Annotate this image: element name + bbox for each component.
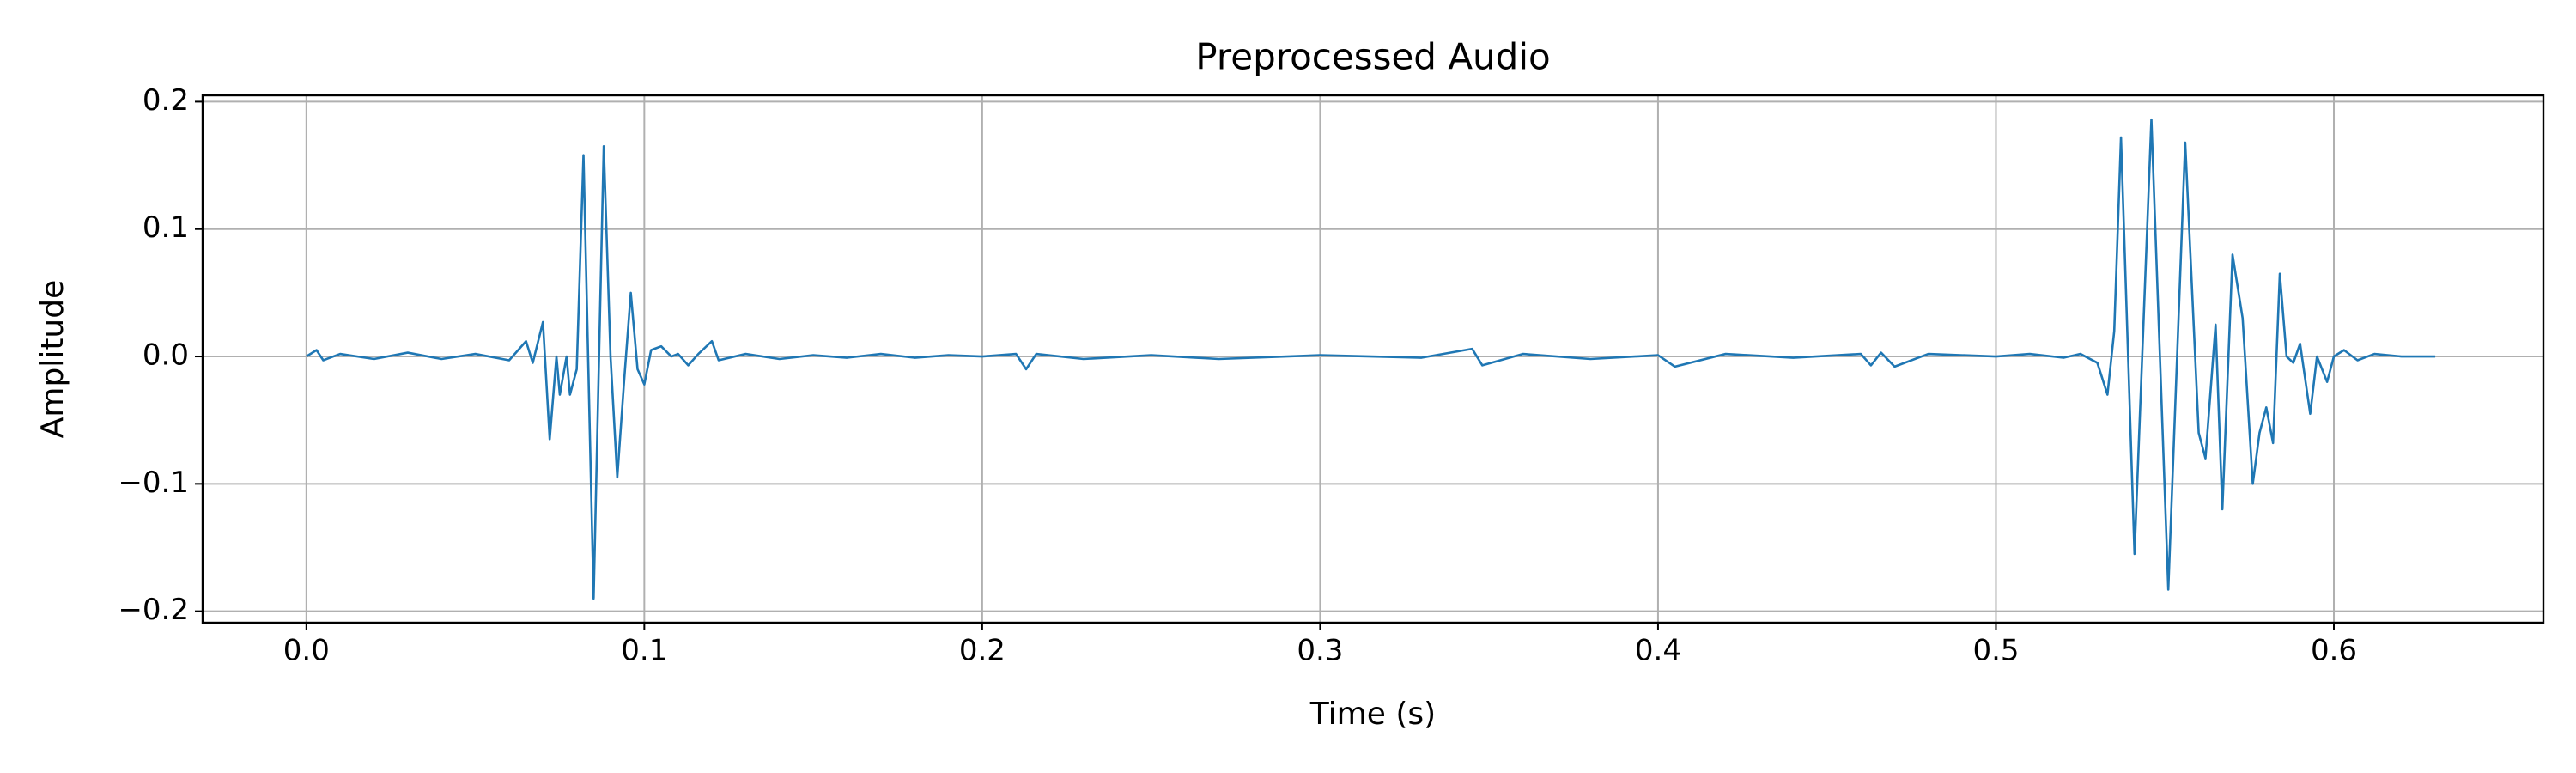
x-tick-label: 0.4	[1635, 634, 1681, 668]
y-tick-label: −0.2	[118, 593, 189, 627]
x-tick-label: 0.2	[959, 634, 1005, 668]
y-tick-label: −0.1	[118, 466, 189, 500]
plot-frame	[201, 94, 2545, 624]
x-tick-label: 0.6	[2311, 634, 2357, 668]
x-tick-label: 0.1	[621, 634, 667, 668]
y-tick-label: 0.1	[143, 210, 189, 245]
chart-title: Preprocessed Audio	[1195, 36, 1550, 78]
x-tick-label: 0.5	[1972, 634, 2019, 668]
x-tick-label: 0.3	[1297, 634, 1343, 668]
waveform-line	[306, 118, 2436, 600]
x-axis-label: Time (s)	[1309, 697, 1436, 732]
y-tick-label: 0.0	[143, 338, 189, 373]
x-tick-label: 0.0	[283, 634, 330, 668]
y-axis-label: Amplitude	[35, 280, 70, 438]
y-tick-label: 0.2	[143, 83, 189, 118]
